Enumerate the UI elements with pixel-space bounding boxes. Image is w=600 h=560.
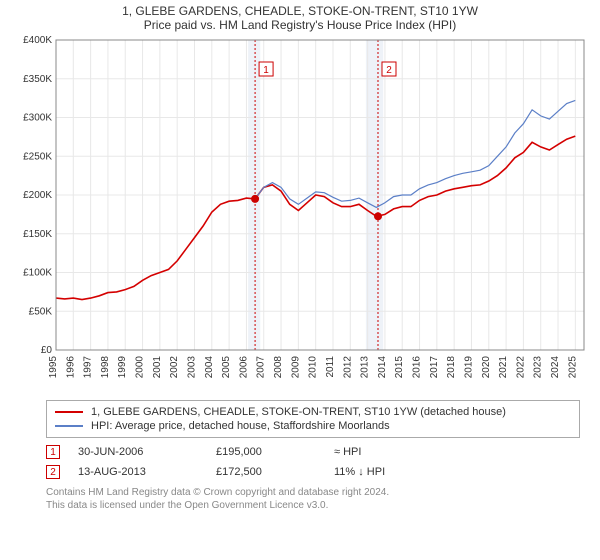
svg-text:2006: 2006: [238, 356, 249, 379]
svg-text:1999: 1999: [117, 356, 128, 379]
svg-text:1998: 1998: [100, 356, 111, 379]
svg-text:2005: 2005: [221, 356, 232, 379]
svg-text:2: 2: [386, 65, 392, 76]
legend: 1, GLEBE GARDENS, CHEADLE, STOKE-ON-TREN…: [46, 400, 580, 438]
transaction-price: £195,000: [216, 446, 316, 458]
svg-text:£200K: £200K: [23, 190, 52, 201]
svg-text:2013: 2013: [360, 356, 371, 379]
svg-text:2002: 2002: [169, 356, 180, 379]
svg-text:1996: 1996: [65, 356, 76, 379]
svg-text:2003: 2003: [186, 356, 197, 379]
svg-text:2023: 2023: [533, 356, 544, 379]
svg-text:2010: 2010: [308, 356, 319, 379]
transaction-delta: 11% ↓ HPI: [334, 466, 385, 478]
marker-icon: 1: [46, 445, 60, 459]
svg-text:2015: 2015: [394, 356, 405, 379]
svg-text:2022: 2022: [515, 356, 526, 379]
svg-text:2017: 2017: [429, 356, 440, 379]
legend-swatch: [55, 411, 83, 413]
price-chart: £0 £50K £100K £150K £200K £250K £300K £350K £400…: [10, 34, 590, 394]
svg-text:£50K: £50K: [29, 306, 53, 317]
svg-text:2001: 2001: [152, 356, 163, 379]
legend-swatch: [55, 425, 83, 427]
transaction-delta: ≈ HPI: [334, 446, 361, 458]
svg-text:£300K: £300K: [23, 113, 52, 124]
svg-text:2007: 2007: [256, 356, 267, 379]
svg-text:2025: 2025: [567, 356, 578, 379]
footer-attribution: Contains HM Land Registry data © Crown c…: [46, 486, 580, 512]
svg-text:2011: 2011: [325, 356, 336, 378]
svg-text:£350K: £350K: [23, 74, 52, 85]
svg-text:1995: 1995: [48, 356, 59, 379]
transaction-date: 30-JUN-2006: [78, 446, 198, 458]
svg-text:2000: 2000: [135, 356, 146, 379]
marker-icon: 2: [46, 465, 60, 479]
legend-row-property: 1, GLEBE GARDENS, CHEADLE, STOKE-ON-TREN…: [55, 405, 571, 419]
svg-text:2014: 2014: [377, 356, 388, 379]
transaction-date: 13-AUG-2013: [78, 466, 198, 478]
svg-text:2012: 2012: [342, 356, 353, 379]
transaction-row: 2 13-AUG-2013 £172,500 11% ↓ HPI: [46, 462, 580, 482]
page-title: 1, GLEBE GARDENS, CHEADLE, STOKE-ON-TREN…: [0, 0, 600, 18]
footer-line: This data is licensed under the Open Gov…: [46, 499, 580, 512]
svg-text:£250K: £250K: [23, 151, 52, 162]
svg-text:2019: 2019: [463, 356, 474, 379]
svg-text:£100K: £100K: [23, 268, 52, 279]
svg-text:2016: 2016: [412, 356, 423, 379]
svg-text:2021: 2021: [498, 356, 509, 379]
transactions-table: 1 30-JUN-2006 £195,000 ≈ HPI 2 13-AUG-20…: [46, 442, 580, 482]
legend-label: 1, GLEBE GARDENS, CHEADLE, STOKE-ON-TREN…: [91, 406, 506, 418]
svg-text:1: 1: [263, 65, 269, 76]
svg-text:£0: £0: [41, 345, 53, 356]
svg-text:2009: 2009: [290, 356, 301, 379]
svg-text:2008: 2008: [273, 356, 284, 379]
page-subtitle: Price paid vs. HM Land Registry's House …: [0, 18, 600, 34]
legend-row-hpi: HPI: Average price, detached house, Staf…: [55, 419, 571, 433]
svg-text:£150K: £150K: [23, 229, 52, 240]
transaction-price: £172,500: [216, 466, 316, 478]
svg-text:£400K: £400K: [23, 35, 52, 46]
legend-label: HPI: Average price, detached house, Staf…: [91, 420, 390, 432]
svg-text:2024: 2024: [550, 356, 561, 379]
transaction-row: 1 30-JUN-2006 £195,000 ≈ HPI: [46, 442, 580, 462]
svg-text:2018: 2018: [446, 356, 457, 379]
svg-text:1997: 1997: [83, 356, 94, 379]
footer-line: Contains HM Land Registry data © Crown c…: [46, 486, 580, 499]
svg-text:2004: 2004: [204, 356, 215, 379]
svg-text:2020: 2020: [481, 356, 492, 379]
